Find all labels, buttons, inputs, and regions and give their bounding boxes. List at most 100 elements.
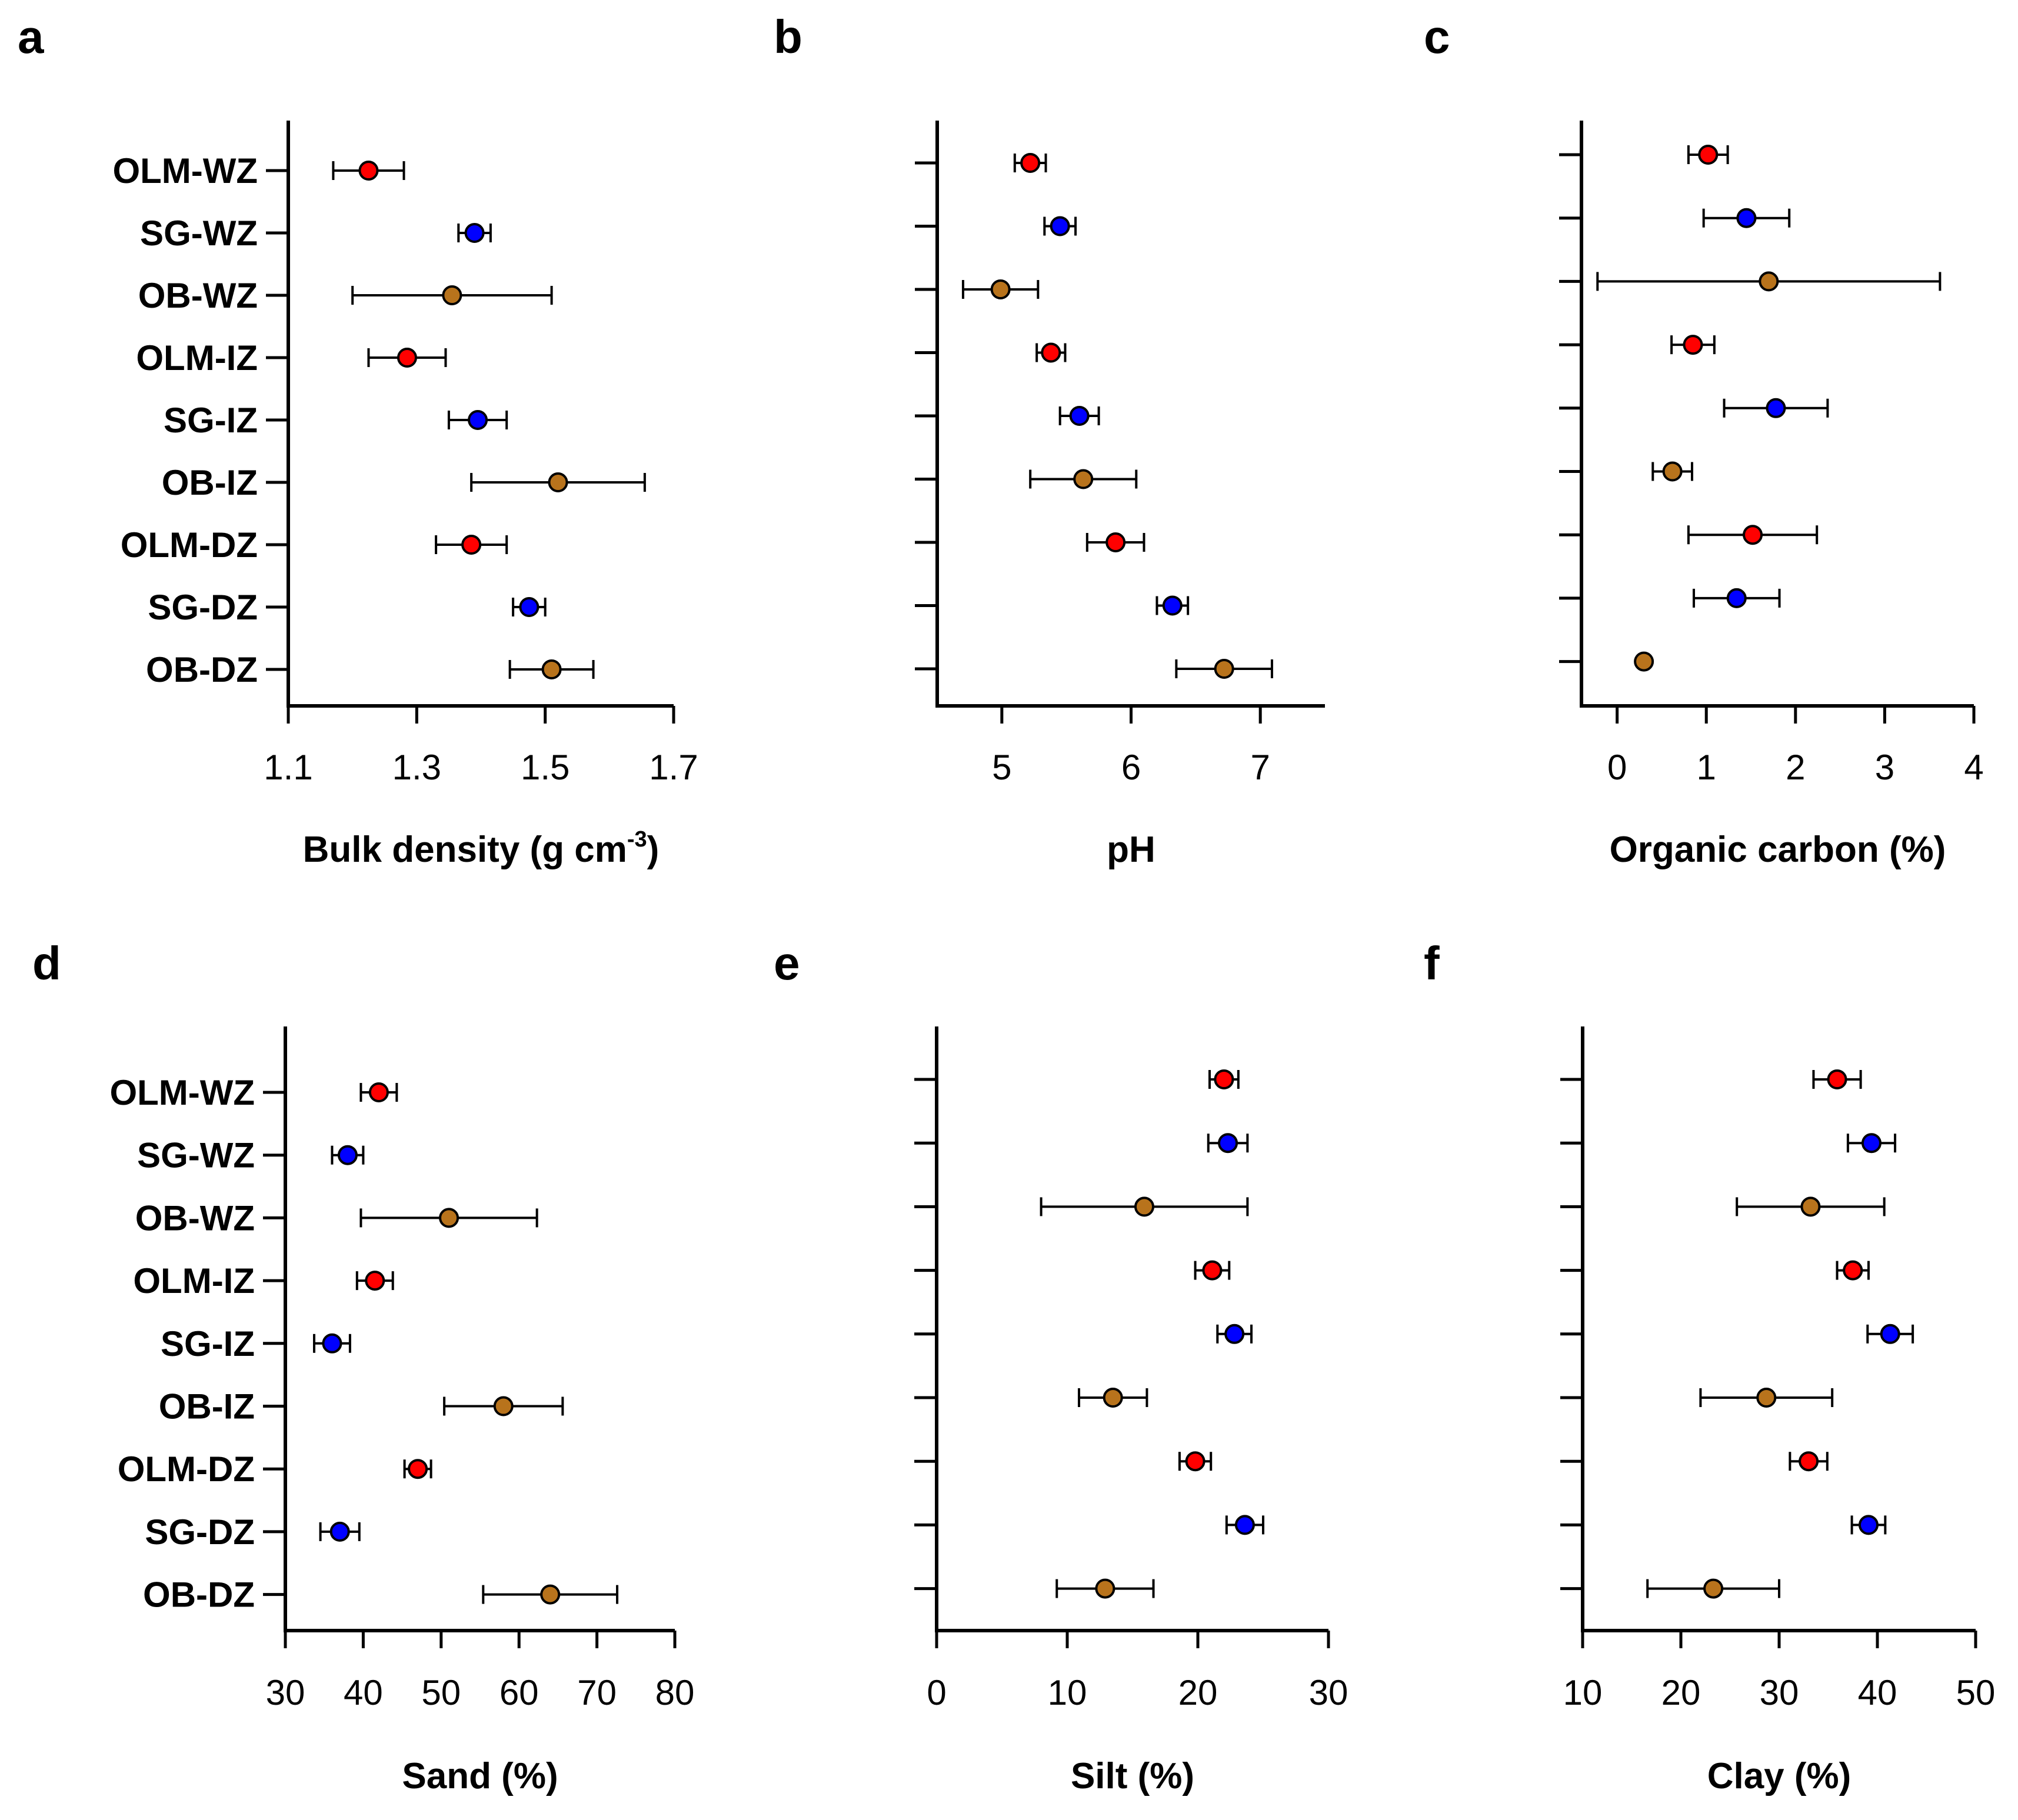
data-point [1843,1260,1863,1281]
data-point [1041,342,1061,363]
data-point [990,279,1011,299]
x-tick-label: 1.5 [521,748,570,787]
data-point [468,410,488,430]
x-tick-label: 30 [266,1673,305,1712]
x-tick-label: 1.7 [649,748,698,787]
category-label: OB-WZ [138,276,258,315]
data-point [1683,335,1703,355]
panel-letter: f [1424,937,1440,989]
category-label: OB-IZ [159,1387,255,1426]
x-tick-label: 10 [1048,1673,1087,1712]
category-label: OB-DZ [146,650,258,689]
data-point [1698,145,1719,165]
data-point [368,1082,389,1102]
panel-letter: c [1424,11,1450,63]
data-point [1095,1578,1115,1599]
data-point [548,472,568,492]
category-label: SG-WZ [137,1136,255,1175]
data-point [1743,525,1763,545]
data-point [541,659,562,679]
panel-letter: a [18,11,44,63]
x-tick-label: 40 [1858,1673,1897,1712]
x-tick-label: 30 [1309,1673,1348,1712]
x-tick-label: 5 [992,748,1011,787]
category-label: OB-IZ [162,463,258,502]
category-label: OLM-DZ [121,525,258,565]
x-tick-label: 60 [499,1673,539,1712]
data-point [1662,461,1683,482]
data-point [1234,1515,1255,1535]
data-point [493,1396,514,1416]
data-point [1759,271,1779,292]
data-point [1202,1260,1223,1281]
category-label: OLM-IZ [133,1261,255,1301]
x-axis-title: Sand (%) [402,1756,558,1796]
data-point [329,1521,350,1542]
data-point [1134,1196,1154,1217]
data-point [439,1208,459,1228]
data-point [322,1333,342,1354]
data-point [358,161,379,181]
x-tick-label: 50 [1956,1673,1996,1712]
data-point [1214,659,1234,679]
panel-d: d 30 40 50 60 70 80 Sand (%) OLM-WZ SG-WZ OB-WZ OLM… [32,937,694,1796]
category-label: SG-DZ [145,1512,255,1552]
data-point [1050,216,1070,236]
data-point [408,1459,428,1479]
x-tick-label: 6 [1121,748,1141,787]
x-axis-title: Clay (%) [1707,1756,1852,1796]
data-point [1766,398,1786,418]
panel-letter: d [32,937,61,989]
data-point [1858,1515,1879,1535]
data-point [1224,1324,1245,1344]
data-point [1726,588,1747,608]
category-label: SG-WZ [140,214,258,253]
category-label: OLM-DZ [118,1449,255,1489]
data-point [365,1271,385,1291]
panel-b: b 5 6 7 pH [774,11,1325,870]
x-tick-label: 1.3 [392,748,441,787]
data-point [1799,1451,1819,1472]
panel-c: c 0 1 2 3 4 Organic carbon (%) [1424,11,1984,870]
x-tick-label: 4 [1964,748,1983,787]
data-point [461,535,482,555]
category-label: OB-DZ [143,1575,255,1615]
x-tick-label: 3 [1875,748,1894,787]
x-tick-label: 2 [1786,748,1805,787]
data-point [1827,1069,1847,1089]
x-tick-label: 40 [344,1673,383,1712]
data-point [397,348,417,368]
panel-letter: b [774,11,802,63]
data-point [1185,1451,1206,1472]
x-tick-label: 10 [1563,1673,1603,1712]
category-label: SG-IZ [161,1324,255,1364]
x-tick-label: 1.1 [264,748,312,787]
x-tick-label: 0 [927,1673,946,1712]
data-point [1162,595,1183,616]
x-tick-label: 50 [421,1673,461,1712]
data-point [1880,1324,1900,1344]
data-point [1069,406,1090,426]
x-axis-title: pH [1107,829,1155,870]
category-label: SG-DZ [148,588,258,627]
data-point [464,223,485,243]
data-point [1736,208,1757,228]
x-tick-label: 80 [655,1673,695,1712]
data-point [442,285,462,305]
data-point [1020,153,1041,173]
data-point [1214,1069,1234,1089]
data-point [1703,1578,1724,1599]
category-label: SG-IZ [164,401,258,440]
x-axis-title: Organic carbon (%) [1610,829,1946,870]
data-point [1800,1196,1821,1217]
category-label: OLM-WZ [112,151,258,191]
panel-letter: e [774,937,800,989]
data-point [1105,532,1126,552]
data-point [1103,1388,1123,1408]
data-point [1218,1133,1238,1154]
data-point [1634,651,1654,672]
data-point [540,1584,561,1605]
x-axis-title: Silt (%) [1071,1756,1194,1796]
x-tick-label: 70 [577,1673,617,1712]
